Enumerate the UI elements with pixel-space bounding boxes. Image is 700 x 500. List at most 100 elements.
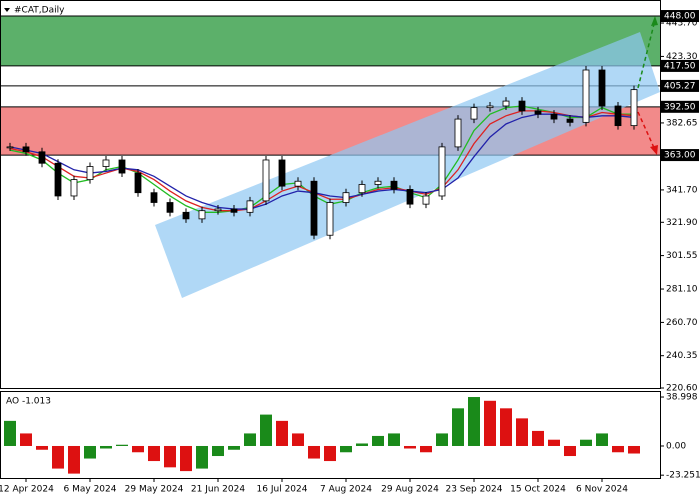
ao-bar <box>388 433 400 446</box>
ao-frame <box>0 391 661 479</box>
ao-bar <box>340 445 352 453</box>
ao-title: AO -1.013 <box>6 397 51 407</box>
candle <box>566 118 574 123</box>
price-label: 392.50 <box>664 102 696 112</box>
y-tick-label: 240.35 <box>666 351 698 361</box>
candle <box>438 146 446 197</box>
candle <box>598 69 606 107</box>
ao-bar <box>548 439 560 446</box>
candle <box>278 159 286 187</box>
y-tick-label: 301.55 <box>666 251 698 261</box>
ao-bar <box>100 445 112 449</box>
candle <box>502 100 510 107</box>
ao-bar <box>228 445 240 450</box>
ao-bar <box>324 445 336 462</box>
price-label: 417.50 <box>664 61 696 71</box>
ao-bar <box>612 445 624 453</box>
down-arrow-head <box>650 145 658 155</box>
ao-bar <box>148 445 160 462</box>
candle <box>470 107 478 120</box>
x-tick-label: 6 May 2024 <box>64 485 117 495</box>
candle <box>550 113 558 120</box>
chart-title: #CAT,Daily <box>14 6 65 16</box>
candle <box>454 118 462 148</box>
ao-bar <box>500 408 512 446</box>
candle <box>310 180 318 236</box>
ao-bar <box>52 445 64 469</box>
candle <box>102 159 110 167</box>
candle <box>182 211 190 220</box>
ao-bar <box>116 444 128 446</box>
candle <box>118 159 126 174</box>
candle <box>390 180 398 190</box>
candle <box>358 184 366 194</box>
candle <box>150 192 158 203</box>
x-tick-label: 29 May 2024 <box>125 485 184 495</box>
x-tick-label: 12 Apr 2024 <box>0 485 54 495</box>
candle <box>518 100 526 112</box>
price-label-box <box>661 149 699 162</box>
candle <box>86 166 94 181</box>
price-label-box <box>661 59 699 72</box>
x-tick-label: 15 Oct 2024 <box>510 485 566 495</box>
menu-icon[interactable] <box>4 8 10 12</box>
candle <box>22 146 30 153</box>
y-tick-label: 382.65 <box>666 118 698 128</box>
candle <box>294 180 302 187</box>
ao-bar <box>244 433 256 446</box>
ao-bar <box>372 435 384 446</box>
ao-bar <box>484 400 496 446</box>
y-tick-label: 260.70 <box>666 318 698 328</box>
y-tick-label: 423.30 <box>666 52 698 62</box>
candle <box>246 200 254 213</box>
ao-bar <box>596 433 608 446</box>
price-label-box <box>661 79 699 92</box>
ao-bar <box>164 445 176 468</box>
x-tick-label: 23 Sep 2024 <box>445 485 502 495</box>
candle <box>230 208 238 213</box>
candle <box>342 192 350 203</box>
x-tick-label: 6 Nov 2024 <box>576 485 628 495</box>
ao-bar <box>308 445 320 459</box>
ao-bar <box>68 445 80 474</box>
ao-bar <box>84 445 96 459</box>
ao-bar <box>516 418 528 446</box>
price-label-box <box>661 100 699 113</box>
y-tick-label: 321.90 <box>666 218 698 228</box>
price-label: 405.27 <box>664 81 696 91</box>
ao-bar <box>132 445 144 453</box>
moving-average <box>9 113 635 210</box>
up-arrow-head <box>651 16 658 26</box>
x-tick-label: 29 Aug 2024 <box>381 485 439 495</box>
y-tick-label: 0.00 <box>666 441 686 451</box>
ao-bar <box>260 414 272 446</box>
y-tick-label: 341.70 <box>666 185 698 195</box>
candle <box>374 180 382 185</box>
moving-average <box>9 105 634 213</box>
ao-bar <box>532 430 544 446</box>
candle <box>70 179 78 197</box>
ao-bar <box>468 397 480 446</box>
x-tick-label: 16 Jul 2024 <box>257 485 308 495</box>
candle <box>614 105 622 127</box>
candle <box>214 208 222 212</box>
main-frame <box>0 0 661 389</box>
candle <box>54 162 62 197</box>
zone <box>1 16 660 66</box>
ao-bar <box>420 445 432 453</box>
ao-bar <box>404 445 416 449</box>
ao-bar <box>580 439 592 446</box>
x-tick-label: 7 Aug 2024 <box>320 485 372 495</box>
price-label: 448.00 <box>664 12 696 22</box>
candle <box>6 146 14 149</box>
ao-bar <box>452 408 464 446</box>
candle <box>422 195 430 205</box>
price-label-box <box>661 10 699 23</box>
y-tick-label: 38.998 <box>666 393 698 403</box>
candle <box>406 189 414 205</box>
y-tick-label: -23.251 <box>666 471 700 481</box>
price-channel <box>155 32 660 298</box>
ao-bar <box>276 420 288 446</box>
candle <box>38 151 46 164</box>
